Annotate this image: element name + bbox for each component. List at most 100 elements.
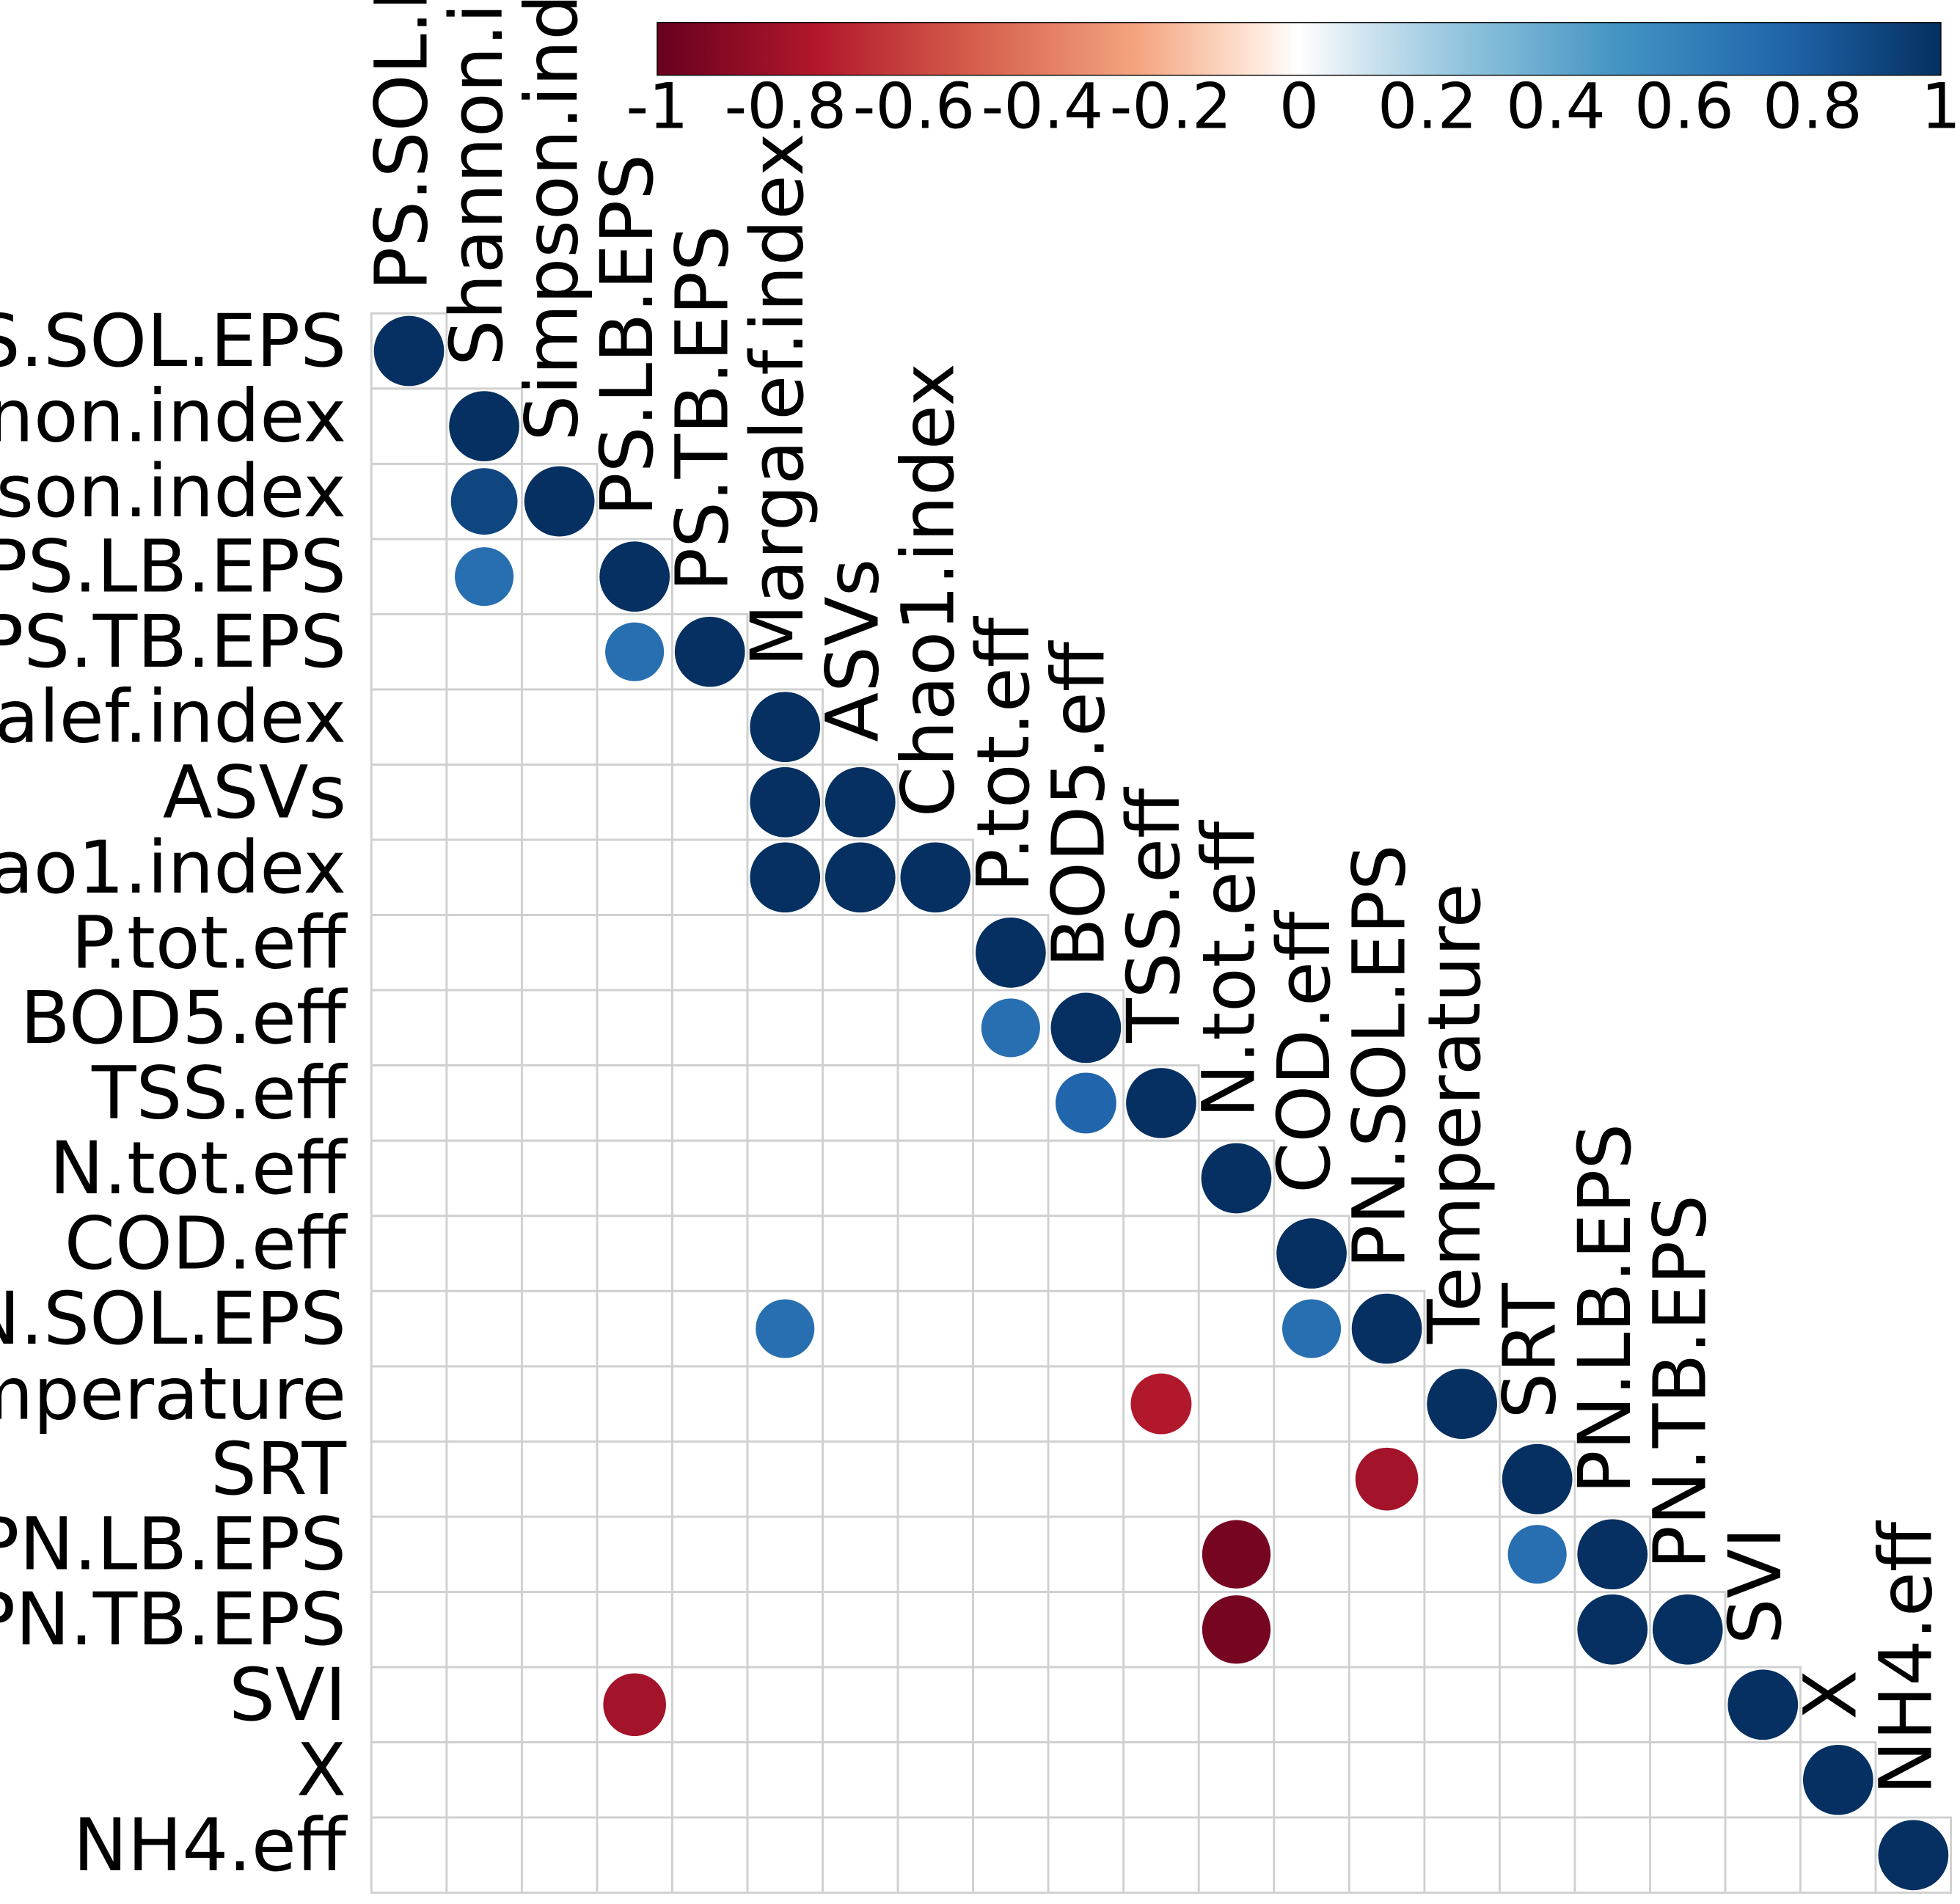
colorbar-tick-label: 0.2	[1378, 70, 1477, 143]
grid-cell	[896, 1816, 974, 1894]
row-label: PS.SOL.EPS	[0, 299, 346, 384]
grid-cell	[896, 1064, 974, 1142]
grid-cell	[370, 1064, 448, 1142]
grid-cell	[370, 1741, 448, 1819]
grid-row-outline	[370, 1515, 1651, 1593]
row-label: PN.LB.EPS	[0, 1503, 346, 1587]
grid-cell	[896, 914, 974, 992]
grid-cell	[1047, 1591, 1125, 1669]
colorbar-tick-label: 0.6	[1634, 70, 1734, 143]
correlation-circle	[981, 998, 1040, 1058]
grid-cell	[896, 1215, 974, 1292]
correlation-circle	[1050, 992, 1122, 1063]
grid-cell	[746, 1365, 824, 1443]
row-label: ASVs	[163, 750, 346, 835]
grid-cell	[1799, 1816, 1877, 1894]
grid-cell	[746, 989, 824, 1067]
row-label: NH4.eff	[73, 1804, 348, 1888]
grid-cell	[822, 1289, 899, 1368]
grid-cell	[1649, 1741, 1727, 1819]
correlation-circle	[373, 315, 445, 387]
grid-cell	[445, 1440, 523, 1518]
grid-cell	[972, 1666, 1050, 1743]
grid-cell	[1197, 1440, 1276, 1518]
row-label: SVI	[229, 1653, 346, 1738]
grid-cell	[972, 1816, 1050, 1894]
grid-cell	[1122, 1666, 1200, 1743]
grid-cell	[671, 1741, 749, 1819]
correlation-circle	[1427, 1369, 1497, 1439]
row-label: X	[296, 1728, 346, 1812]
grid-cell	[1724, 1816, 1802, 1894]
grid-cell	[1273, 1666, 1350, 1743]
grid-cell	[520, 1816, 599, 1894]
grid-cell	[596, 764, 673, 841]
grid-cell	[370, 1365, 448, 1443]
grid-cell	[1047, 1289, 1125, 1368]
column-label: PN.LB.EPS	[1563, 1124, 1648, 1494]
column-label: SRT	[1488, 1283, 1573, 1419]
correlation-circle	[1878, 1820, 1949, 1891]
grid-row-outline	[370, 914, 1050, 992]
grid-cell	[520, 1515, 599, 1593]
correlation-circle	[1281, 1299, 1342, 1358]
correlation-circle	[450, 468, 518, 535]
grid-cell	[445, 1215, 523, 1292]
grid-cell	[370, 538, 448, 615]
grid-cell	[370, 989, 448, 1067]
grid-cell	[671, 1365, 749, 1443]
grid-cell	[1573, 1816, 1651, 1894]
grid-cell	[1273, 1591, 1350, 1669]
row-label: PN.TB.EPS	[0, 1578, 346, 1662]
column-label: Margalef.index	[736, 133, 820, 667]
colorbar-tick-label: -1	[626, 70, 688, 143]
grid-cell	[1348, 1741, 1426, 1819]
grid-cell	[445, 1289, 523, 1368]
grid-cell	[746, 1064, 824, 1142]
column-label: X	[1789, 1670, 1873, 1720]
column-label: Shannon.index	[435, 0, 519, 366]
grid-cell	[1649, 1816, 1727, 1894]
grid-cell	[1423, 1591, 1501, 1669]
grid-cell	[1423, 1741, 1501, 1819]
correlation-circle	[1652, 1594, 1723, 1665]
grid-cell	[896, 1666, 974, 1743]
colorbar-tick-label: 0.8	[1763, 70, 1862, 143]
correlation-circle	[976, 918, 1046, 988]
column-label: PS.LB.EPS	[585, 154, 670, 516]
column-label: PS.TB.EPS	[661, 225, 745, 592]
grid-cell	[972, 1064, 1050, 1142]
grid-cell	[370, 1666, 448, 1743]
grid-cell	[822, 1440, 899, 1518]
grid-cell	[520, 1591, 599, 1669]
grid-cell	[445, 1515, 523, 1593]
grid-cell	[596, 1741, 673, 1819]
grid-cell	[520, 1440, 599, 1518]
row-labels: PS.SOL.EPSShannon.indexSimpson.indexPS.L…	[0, 299, 348, 1888]
grid-cell	[671, 1215, 749, 1292]
grid-cell	[520, 914, 599, 992]
grid-cell	[445, 989, 523, 1067]
grid-cell	[822, 914, 899, 992]
grid-cell	[520, 764, 599, 841]
grid-cell	[596, 1591, 673, 1669]
row-label: Shannon.index	[0, 375, 346, 459]
grid-cell	[671, 1666, 749, 1743]
grid-cell	[370, 1440, 448, 1518]
correlation-circle	[1276, 1218, 1347, 1289]
grid-cell	[972, 1289, 1050, 1368]
row-label: Margalef.index	[0, 675, 346, 760]
grid-cell	[972, 1215, 1050, 1292]
row-label: Temperature	[0, 1352, 346, 1437]
grid-cell	[896, 989, 974, 1067]
correlation-circle	[750, 766, 821, 838]
grid-cell	[1122, 1289, 1200, 1368]
grid-cell	[822, 1666, 899, 1743]
grid-cell	[671, 838, 749, 916]
grid-cell	[1423, 1440, 1501, 1518]
grid-cell	[445, 1139, 523, 1218]
correlation-circle	[1201, 1143, 1272, 1214]
column-label: PS.SOL.EPS	[359, 0, 444, 290]
grid-cell	[1348, 1515, 1426, 1593]
colorbar-tick-label: -0.8	[725, 70, 847, 143]
